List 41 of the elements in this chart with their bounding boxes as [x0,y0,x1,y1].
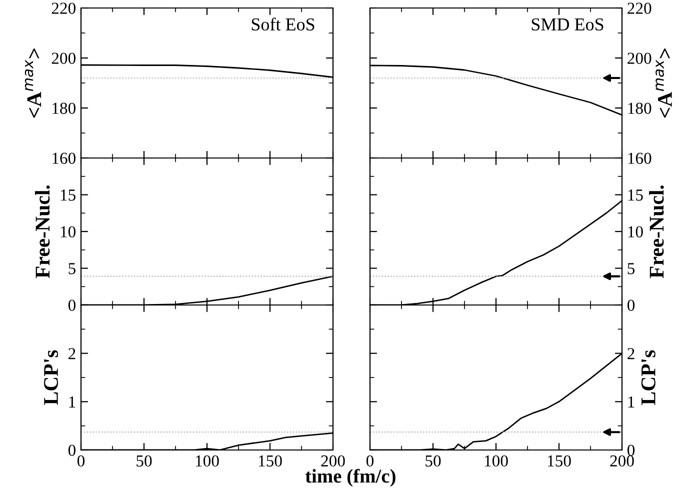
x-tick-label: 150 [258,455,282,467]
y-axis-title: Free-Nucl. [35,185,50,278]
annotation: Soft EoS [252,18,314,31]
y-tick-label: 220 [52,2,76,14]
y-axis-title: LCP's [44,350,58,405]
y-tick-label: 180 [52,102,76,114]
y2-tick-label: 220 [628,2,652,14]
y-tick-label: 160 [52,152,76,164]
x-tick-label: 200 [610,455,634,467]
y2-tick-label: 0 [627,300,635,311]
x-tick-label: 50 [426,455,441,467]
y2-tick-label: 200 [628,52,652,64]
y-tick-label: 5 [68,263,76,274]
y-tick-label: 15 [60,190,76,201]
y2-tick-label: 2 [628,348,634,360]
y2-tick-label: 15 [628,190,643,201]
x-tick-label: 150 [548,455,571,467]
y-tick-label: 2 [68,348,76,360]
x-tick-label: 100 [484,455,508,467]
y2-tick-label: 160 [628,152,652,164]
y2-tick-label: 5 [628,263,635,274]
y2-tick-label: 10 [628,226,643,238]
y2-axis-title: LCP's [641,350,656,405]
y-axis-title: <A$^{max}$> [24,48,42,118]
x-tick-label: 100 [196,455,219,467]
y-tick-label: 0 [68,444,76,456]
y-tick-label: 200 [52,52,76,64]
y2-tick-label: 0 [627,444,635,456]
x-axis-title: time (fm/c) [305,468,396,487]
y-tick-label: 1 [69,396,76,408]
x-tick-label: 0 [77,455,85,467]
x-tick-label: 200 [321,455,345,467]
y2-tick-label: 180 [628,102,652,114]
y2-axis-title: <A$^{max}$> [656,48,672,118]
y2-axis-title: Free-Nucl. [649,185,664,278]
x-tick-label: 50 [136,455,152,467]
x-tick-label: 0 [366,455,374,467]
annotation: SMD EoS [532,18,604,31]
y-tick-label: 0 [68,300,76,311]
y2-tick-label: 1 [628,396,634,408]
y-tick-label: 10 [60,226,76,238]
